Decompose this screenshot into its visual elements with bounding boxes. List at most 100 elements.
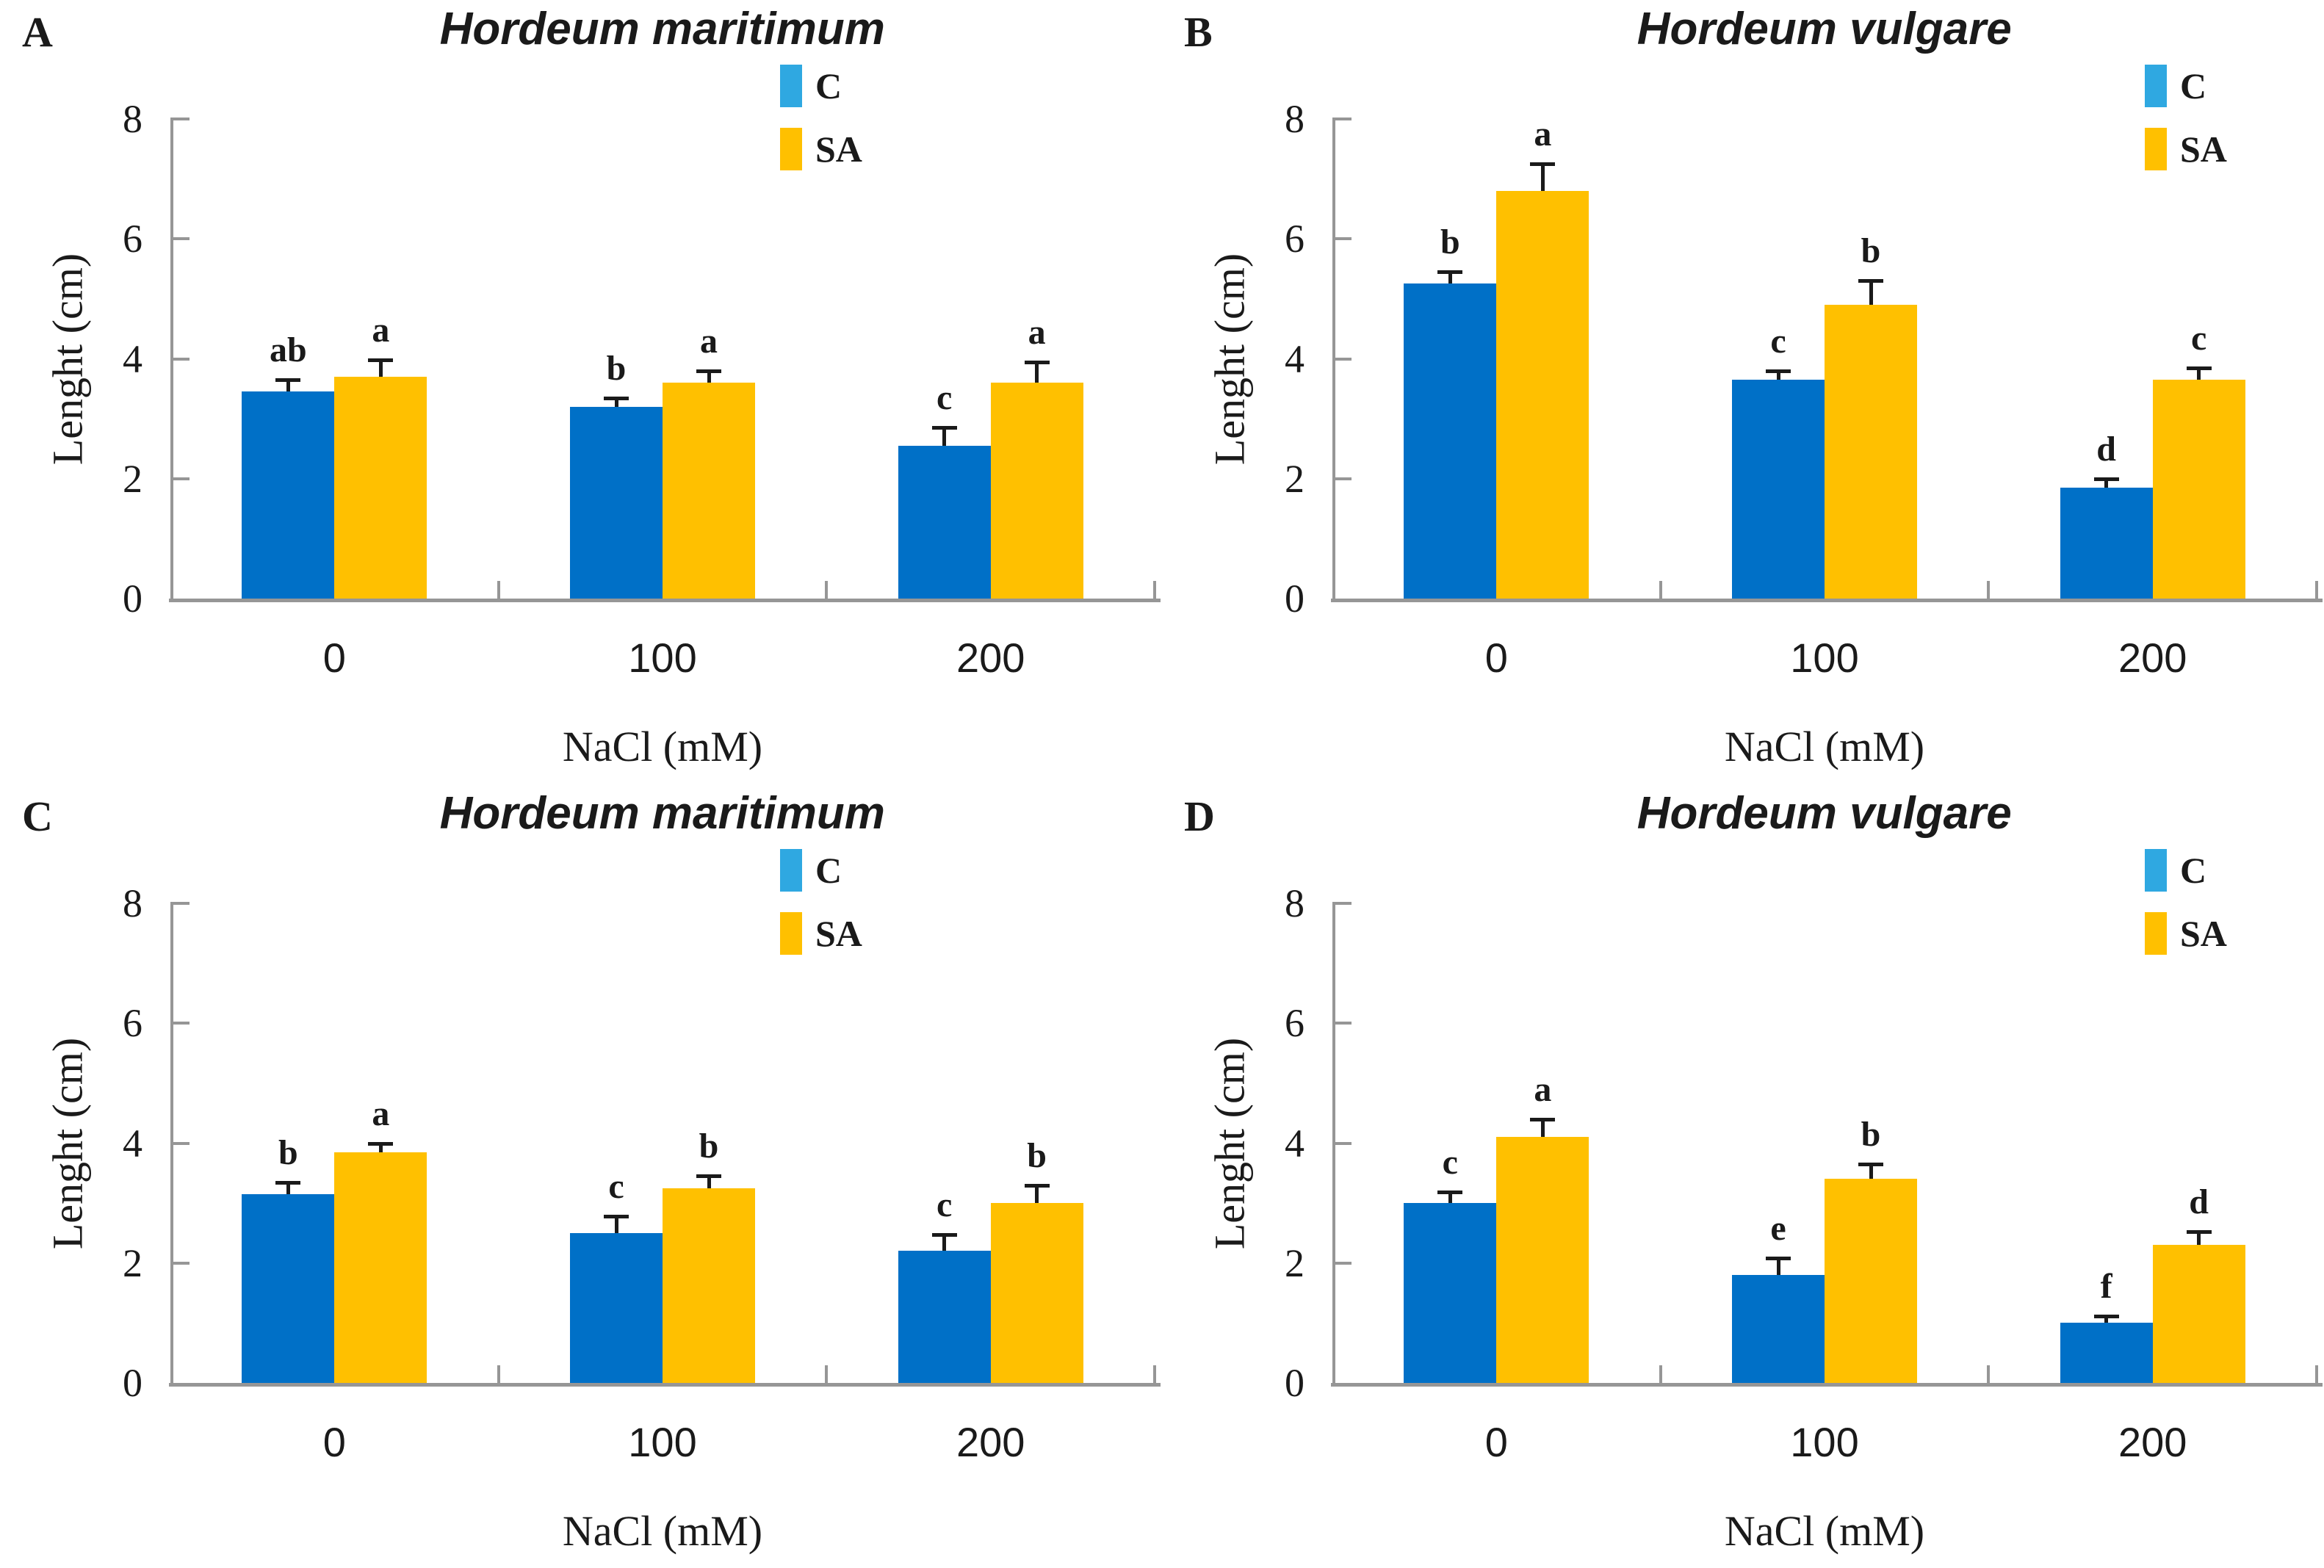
panel-letter: A — [22, 8, 53, 56]
panel-C: C Hordeum maritimum C SA 0 2 4 6 8 0 100 200 NaCl (m… — [0, 784, 1162, 1568]
error-bar-stem — [1540, 1119, 1545, 1138]
significance-letter: c — [2191, 318, 2207, 358]
significance-letter: c — [1442, 1143, 1458, 1182]
y-axis-title: Lenght (cm) — [43, 1037, 92, 1249]
error-bar-cap — [2093, 1314, 2119, 1318]
significance-letter: a — [1028, 312, 1046, 352]
x-tick-mark — [497, 581, 500, 599]
y-axis-title: Lenght (cm) — [43, 253, 92, 465]
y-tick-mark — [170, 1022, 190, 1025]
y-tick-label: 0 — [123, 1361, 142, 1405]
error-bar-cap — [604, 396, 629, 400]
significance-letter: b — [278, 1132, 298, 1172]
bar-sa-100mM — [1825, 305, 1917, 599]
error-bar-cap — [1766, 369, 1791, 373]
bar-sa-0mM — [1496, 190, 1589, 599]
x-category-label: 200 — [2118, 635, 2187, 681]
significance-letter: c — [608, 1167, 624, 1207]
y-axis-title: Lenght (cm) — [1205, 1037, 1254, 1249]
error-bar-cap — [368, 358, 394, 363]
error-bar-stem — [2197, 367, 2201, 380]
legend-label-sa: SA — [2180, 913, 2227, 954]
panel-letter: D — [1184, 792, 1215, 840]
x-category-label: 200 — [2118, 1419, 2187, 1465]
y-tick-mark — [1332, 477, 1352, 480]
error-bar-stem — [1776, 370, 1780, 380]
y-tick-mark — [1332, 902, 1352, 905]
y-tick-label: 4 — [123, 1121, 142, 1166]
legend-label-sa: SA — [815, 129, 862, 170]
bar-c-0mM — [1404, 283, 1497, 599]
legend-swatch-sa — [780, 128, 802, 170]
x-tick-mark — [2315, 581, 2318, 599]
x-tick-mark — [1153, 581, 1156, 599]
error-bar-stem — [707, 370, 711, 383]
panel-B: B Hordeum vulgare C SA 0 2 4 6 8 0 100 200 NaCl (mM)… — [1162, 0, 2324, 784]
y-tick-mark — [1332, 1141, 1352, 1145]
significance-letter: b — [1861, 1115, 1881, 1155]
error-bar-stem — [1869, 281, 1873, 306]
legend-swatch-c — [780, 849, 802, 892]
bar-c-200mM — [898, 445, 991, 599]
y-tick-label: 4 — [123, 336, 142, 381]
error-bar-stem — [378, 1143, 383, 1152]
x-category-label: 0 — [322, 635, 346, 681]
significance-letter: a — [700, 321, 718, 361]
error-bar-stem — [2104, 478, 2109, 488]
panel-letter: B — [1184, 8, 1213, 56]
error-bar-cap — [1530, 162, 1556, 167]
significance-letter: a — [372, 311, 390, 350]
legend-swatch-sa — [2145, 912, 2167, 955]
bar-sa-200mM — [2152, 1245, 2245, 1383]
error-bar-cap — [2093, 477, 2119, 481]
bar-sa-100mM — [663, 1188, 755, 1383]
bar-c-100mM — [570, 406, 663, 599]
y-tick-label: 8 — [123, 97, 142, 141]
x-tick-mark — [1987, 581, 1991, 599]
significance-letter: a — [1534, 115, 1552, 154]
x-category-label: 100 — [628, 1419, 697, 1465]
bar-sa-100mM — [663, 383, 755, 599]
error-bar-cap — [1024, 360, 1050, 364]
y-tick-mark — [170, 357, 190, 361]
significance-letter: ab — [269, 330, 307, 370]
x-axis-line — [169, 599, 1161, 602]
bar-sa-0mM — [1496, 1137, 1589, 1383]
error-bar-stem — [942, 1234, 947, 1251]
legend-label-c: C — [2180, 65, 2207, 106]
legend-swatch-c — [780, 65, 802, 107]
significance-letter: d — [2189, 1182, 2209, 1222]
bar-c-100mM — [1732, 380, 1825, 599]
x-category-label: 0 — [1484, 635, 1508, 681]
y-tick-label: 4 — [1285, 336, 1304, 381]
error-bar-cap — [1530, 1117, 1556, 1121]
y-tick-label: 8 — [123, 881, 142, 925]
error-bar-stem — [1540, 164, 1545, 191]
error-bar-stem — [614, 1216, 618, 1233]
error-bar-stem — [1448, 1192, 1452, 1204]
bar-c-0mM — [1404, 1203, 1497, 1383]
chart-title: Hordeum vulgare — [1636, 4, 2012, 54]
y-tick-label: 2 — [1285, 456, 1304, 501]
y-tick-mark — [1332, 237, 1352, 241]
y-tick-label: 2 — [1285, 1240, 1304, 1285]
x-tick-mark — [1659, 581, 1662, 599]
x-tick-mark — [825, 1365, 829, 1383]
error-bar-cap — [1024, 1183, 1050, 1188]
legend-entry-c: C — [780, 65, 862, 107]
y-tick-mark — [170, 1141, 190, 1145]
legend-entry-sa: SA — [780, 912, 862, 955]
y-tick-mark — [1332, 118, 1352, 120]
x-category-label: 100 — [628, 635, 697, 681]
error-bar-cap — [275, 1180, 301, 1185]
error-bar-stem — [286, 1182, 290, 1194]
legend-entry-sa: SA — [2145, 128, 2227, 170]
x-axis-title: NaCl (mM) — [1724, 723, 1925, 770]
x-axis-line — [169, 1383, 1161, 1387]
bar-c-0mM — [242, 391, 335, 599]
legend: C SA — [2145, 849, 2227, 955]
legend-label-sa: SA — [2180, 129, 2227, 170]
error-bar-stem — [2197, 1232, 2201, 1246]
y-axis-title: Lenght (cm) — [1205, 253, 1254, 465]
error-bar-cap — [2186, 366, 2212, 370]
